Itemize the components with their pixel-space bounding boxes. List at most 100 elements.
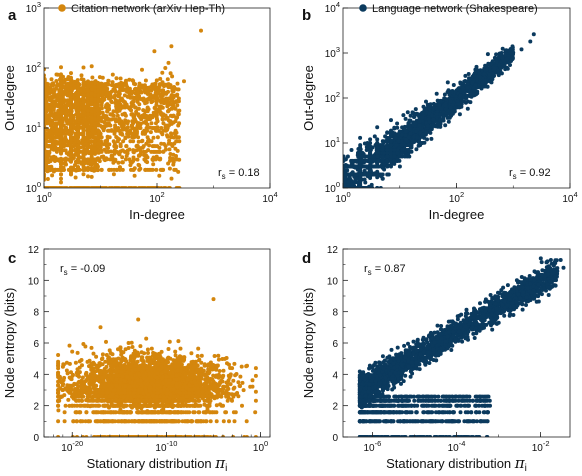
data-point [105, 134, 110, 139]
data-point [154, 154, 159, 159]
data-point [109, 167, 114, 172]
data-point [81, 105, 86, 110]
data-point [117, 128, 122, 133]
data-point [124, 88, 129, 93]
data-point [49, 98, 54, 102]
data-point [163, 66, 168, 70]
data-point [140, 138, 145, 143]
data-point [113, 101, 118, 105]
data-point [169, 94, 174, 99]
data-point [84, 144, 89, 149]
data-point [113, 125, 118, 130]
data-point [151, 158, 155, 162]
data-point [171, 162, 176, 167]
data-point [161, 149, 166, 154]
data-point [114, 135, 119, 139]
data-point [95, 109, 100, 114]
data-point [149, 121, 154, 126]
data-point [44, 139, 46, 144]
data-point [59, 144, 63, 149]
data-point [401, 113, 406, 118]
data-point [131, 95, 136, 100]
data-point [409, 149, 414, 154]
data-point [123, 113, 128, 118]
data-point [44, 123, 46, 128]
data-point [65, 118, 70, 123]
data-point [44, 84, 46, 89]
data-point [160, 70, 165, 75]
data-point [54, 103, 59, 108]
data-point [59, 172, 63, 177]
data-point [81, 144, 86, 149]
data-point [106, 146, 110, 150]
data-point [412, 115, 416, 119]
data-point [90, 106, 95, 111]
data-point [129, 108, 134, 113]
data-point [86, 92, 90, 97]
data-point [362, 177, 367, 182]
data-point [46, 86, 51, 91]
data-point [157, 88, 162, 92]
data-point [136, 139, 141, 144]
data-point [59, 135, 63, 140]
data-point [372, 134, 377, 139]
data-point [72, 148, 77, 153]
data-point [177, 121, 182, 126]
data-point [59, 128, 63, 133]
data-point [54, 135, 59, 140]
data-point [77, 117, 81, 122]
data-point [69, 123, 73, 128]
data-point [101, 96, 106, 101]
data-point [76, 139, 80, 144]
data-point [117, 89, 122, 94]
data-point [76, 93, 80, 97]
data-point [151, 135, 156, 140]
data-point [136, 147, 140, 152]
data-point [133, 186, 138, 188]
data-point [86, 112, 90, 117]
data-point [44, 167, 46, 172]
data-point [44, 108, 46, 113]
data-point [101, 113, 106, 118]
data-point [131, 167, 136, 172]
data-point [54, 79, 59, 83]
data-point [364, 148, 369, 152]
legend-label: Citation network (arXiv Hep-Th) [71, 3, 225, 15]
data-point [86, 115, 90, 120]
data-point [44, 131, 46, 136]
data-point [47, 139, 52, 144]
data-point [69, 100, 73, 105]
data-point [81, 157, 86, 162]
data-point [100, 92, 105, 97]
data-point [120, 155, 125, 160]
data-point [133, 105, 138, 110]
data-point [61, 106, 66, 111]
data-point [95, 93, 100, 98]
data-point [389, 118, 393, 123]
data-point [48, 105, 53, 110]
data-point [137, 81, 142, 86]
data-point [175, 103, 180, 108]
data-point [434, 103, 439, 107]
data-point [146, 137, 151, 142]
panel-b: 100 102 104100101102103104In-degreeOut-deg… [301, 0, 578, 222]
data-point [199, 28, 203, 33]
data-point [169, 135, 174, 140]
data-point [168, 113, 173, 118]
data-point [50, 186, 55, 188]
data-point [95, 141, 100, 146]
data-point [157, 173, 162, 178]
data-point [127, 147, 132, 152]
data-point [54, 149, 59, 154]
data-point [69, 109, 73, 114]
data-point [111, 172, 116, 177]
data-point [173, 167, 178, 172]
data-point [159, 126, 164, 130]
data-point [69, 90, 73, 94]
data-point [44, 176, 46, 181]
data-point [81, 96, 86, 101]
data-point [58, 95, 63, 100]
data-point [113, 89, 118, 94]
